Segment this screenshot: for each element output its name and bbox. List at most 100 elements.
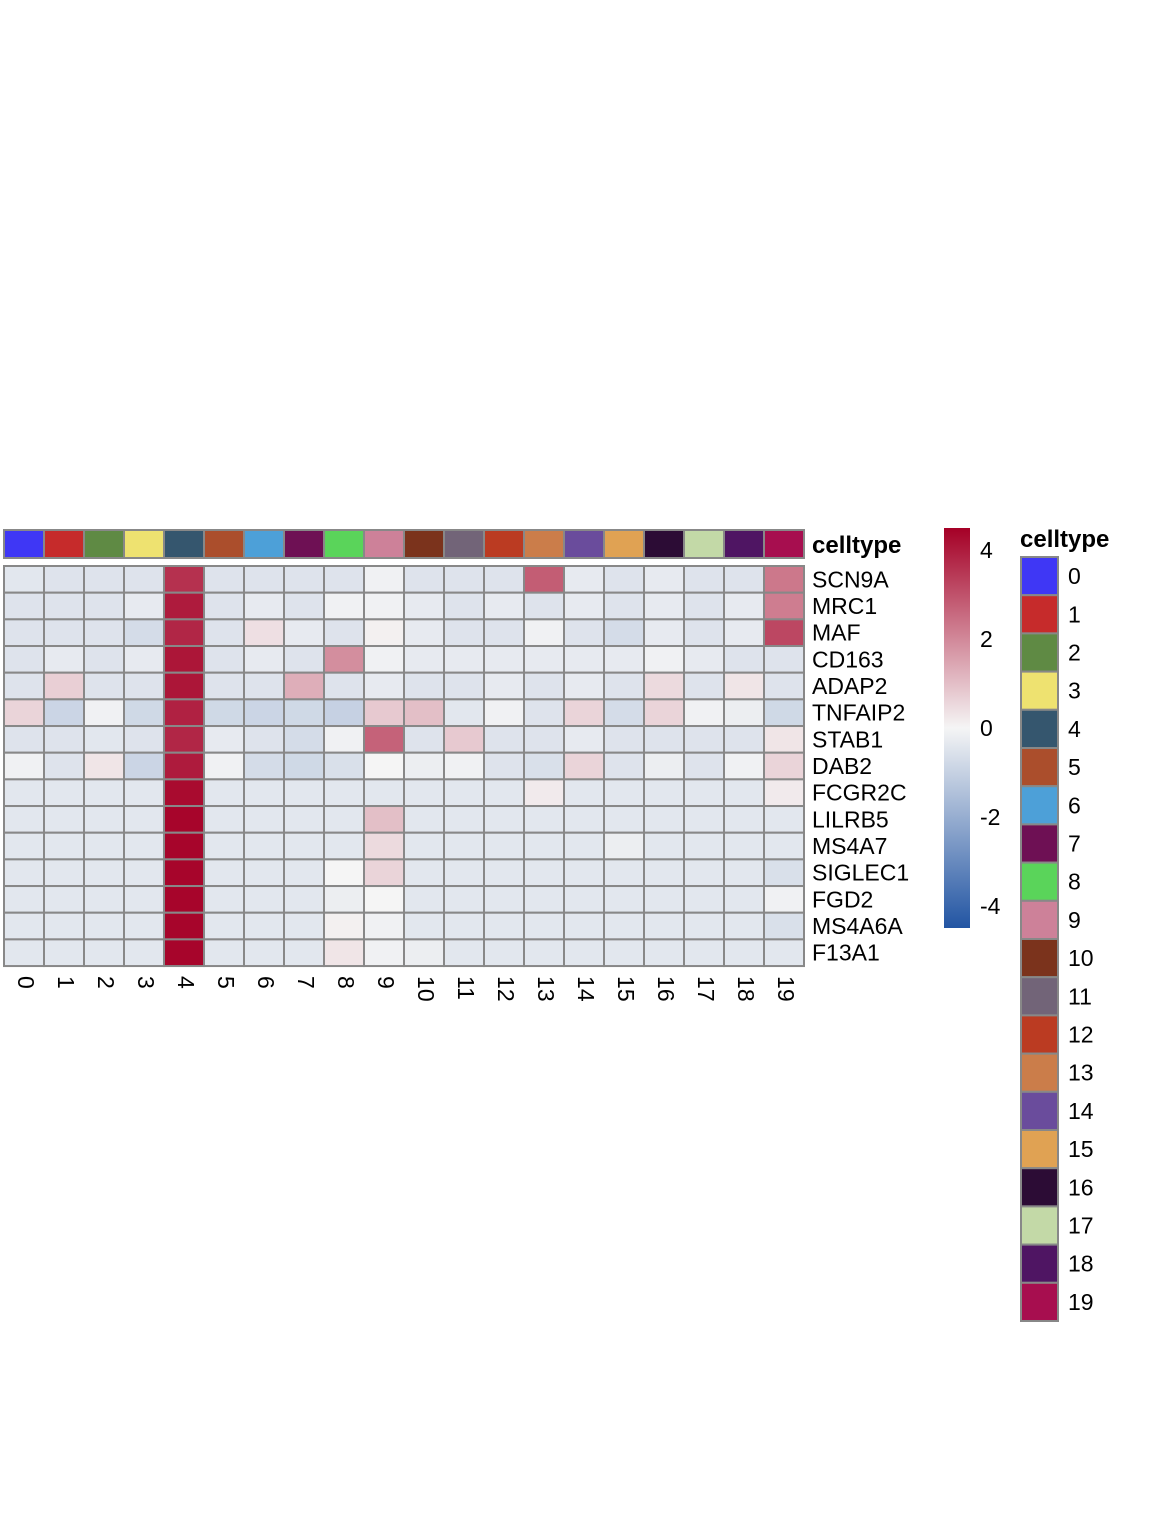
heatmap-cell-CD163-16 <box>643 645 685 674</box>
annotation-cell-4 <box>163 529 205 559</box>
legend-swatch-6 <box>1020 785 1059 826</box>
annotation-cell-18 <box>723 529 765 559</box>
heatmap-cell-STAB1-12 <box>483 725 525 754</box>
heatmap-cell-MAF-13 <box>523 618 565 648</box>
legend-swatch-17 <box>1020 1205 1059 1246</box>
legend-label-0: 0 <box>1068 563 1081 589</box>
heatmap-cell-SCN9A-19 <box>763 565 805 594</box>
row-label-MAF: MAF <box>812 620 861 646</box>
heatmap-cell-FCGR2C-12 <box>483 778 525 808</box>
heatmap-cell-LILRB5-8 <box>323 805 365 834</box>
legend-swatch-11 <box>1020 976 1059 1017</box>
heatmap-cell-DAB2-2 <box>83 751 125 781</box>
heatmap-cell-CD163-19 <box>763 645 805 674</box>
column-label-18: 18 <box>733 976 759 1002</box>
heatmap-cell-FGD2-5 <box>203 885 245 914</box>
column-label-7: 7 <box>293 976 319 989</box>
heatmap-cell-MS4A7-19 <box>763 831 805 861</box>
heatmap-cell-TNFAIP2-9 <box>363 698 405 728</box>
heatmap-cell-FGD2-19 <box>763 885 805 914</box>
colorbar-tick-label: 0 <box>980 715 993 741</box>
heatmap-cell-MS4A6A-2 <box>83 911 125 941</box>
column-label-17: 17 <box>693 976 719 1002</box>
column-label-8: 8 <box>333 976 359 989</box>
legend-title: celltype <box>1020 526 1109 553</box>
heatmap-cell-MRC1-2 <box>83 591 125 621</box>
heatmap-cell-MS4A7-12 <box>483 831 525 861</box>
heatmap-cell-ADAP2-6 <box>243 671 285 701</box>
heatmap-cell-MS4A7-5 <box>203 831 245 861</box>
heatmap-cell-SCN9A-10 <box>403 565 445 594</box>
heatmap-cell-TNFAIP2-15 <box>603 698 645 728</box>
heatmap-cell-ADAP2-14 <box>563 671 605 701</box>
legend-swatch-10 <box>1020 938 1059 979</box>
heatmap-cell-SIGLEC1-1 <box>43 858 85 888</box>
heatmap-cell-F13A1-16 <box>643 938 685 968</box>
heatmap-cell-F13A1-10 <box>403 938 445 968</box>
heatmap-cell-STAB1-10 <box>403 725 445 754</box>
heatmap-cell-F13A1-13 <box>523 938 565 968</box>
heatmap-cell-TNFAIP2-14 <box>563 698 605 728</box>
heatmap-cell-DAB2-6 <box>243 751 285 781</box>
heatmap-cell-LILRB5-12 <box>483 805 525 834</box>
heatmap-cell-STAB1-11 <box>443 725 485 754</box>
column-label-6: 6 <box>253 976 279 989</box>
heatmap-cell-CD163-12 <box>483 645 525 674</box>
legend-label-2: 2 <box>1068 640 1081 666</box>
heatmap-cell-LILRB5-6 <box>243 805 285 834</box>
heatmap-cell-DAB2-1 <box>43 751 85 781</box>
heatmap-cell-F13A1-17 <box>683 938 725 968</box>
heatmap-cell-STAB1-15 <box>603 725 645 754</box>
column-label-2: 2 <box>93 976 119 989</box>
heatmap-cell-F13A1-4 <box>163 938 205 968</box>
heatmap-cell-MS4A6A-4 <box>163 911 205 941</box>
heatmap-cell-MS4A6A-0 <box>3 911 45 941</box>
heatmap-cell-ADAP2-0 <box>3 671 45 701</box>
heatmap-cell-LILRB5-0 <box>3 805 45 834</box>
heatmap-cell-LILRB5-9 <box>363 805 405 834</box>
heatmap-cell-MRC1-7 <box>283 591 325 621</box>
heatmap-cell-MS4A7-13 <box>523 831 565 861</box>
legend-swatch-2 <box>1020 632 1059 673</box>
heatmap-cell-MAF-19 <box>763 618 805 648</box>
heatmap-cell-MAF-18 <box>723 618 765 648</box>
heatmap-cell-MS4A6A-17 <box>683 911 725 941</box>
heatmap-cell-FCGR2C-5 <box>203 778 245 808</box>
annotation-cell-8 <box>323 529 365 559</box>
column-label-14: 14 <box>573 976 599 1002</box>
heatmap-cell-SIGLEC1-5 <box>203 858 245 888</box>
heatmap-cell-DAB2-14 <box>563 751 605 781</box>
heatmap-cell-TNFAIP2-1 <box>43 698 85 728</box>
heatmap-cell-F13A1-12 <box>483 938 525 968</box>
heatmap-cell-CD163-7 <box>283 645 325 674</box>
heatmap-cell-MS4A6A-18 <box>723 911 765 941</box>
legend-label-16: 16 <box>1068 1174 1094 1200</box>
heatmap-cell-SCN9A-4 <box>163 565 205 594</box>
legend-label-3: 3 <box>1068 678 1081 704</box>
heatmap-cell-CD163-18 <box>723 645 765 674</box>
heatmap-cell-SCN9A-1 <box>43 565 85 594</box>
heatmap-cell-MAF-14 <box>563 618 605 648</box>
heatmap-cell-MRC1-11 <box>443 591 485 621</box>
heatmap-cell-FCGR2C-11 <box>443 778 485 808</box>
heatmap-cell-FCGR2C-16 <box>643 778 685 808</box>
heatmap-cell-STAB1-13 <box>523 725 565 754</box>
heatmap-cell-F13A1-0 <box>3 938 45 968</box>
heatmap-cell-MRC1-13 <box>523 591 565 621</box>
heatmap-cell-LILRB5-18 <box>723 805 765 834</box>
heatmap-cell-MRC1-9 <box>363 591 405 621</box>
heatmap-cell-TNFAIP2-18 <box>723 698 765 728</box>
colorbar-ticks: 4 2 0 -2 -4 <box>980 537 1001 919</box>
heatmap-cell-STAB1-5 <box>203 725 245 754</box>
heatmap-cell-MS4A7-10 <box>403 831 445 861</box>
column-label-15: 15 <box>613 976 639 1002</box>
legend-label-15: 15 <box>1068 1136 1094 1162</box>
heatmap-cell-DAB2-10 <box>403 751 445 781</box>
heatmap-cell-STAB1-3 <box>123 725 165 754</box>
heatmap-cell-SIGLEC1-13 <box>523 858 565 888</box>
heatmap-cell-TNFAIP2-16 <box>643 698 685 728</box>
heatmap-cell-CD163-11 <box>443 645 485 674</box>
heatmap-cell-MRC1-15 <box>603 591 645 621</box>
heatmap-cell-FCGR2C-8 <box>323 778 365 808</box>
column-labels: 0 1 2 3 4 5 6 7 8 9 10 11 12 13 14 15 16 17 18 19 <box>13 976 799 1002</box>
